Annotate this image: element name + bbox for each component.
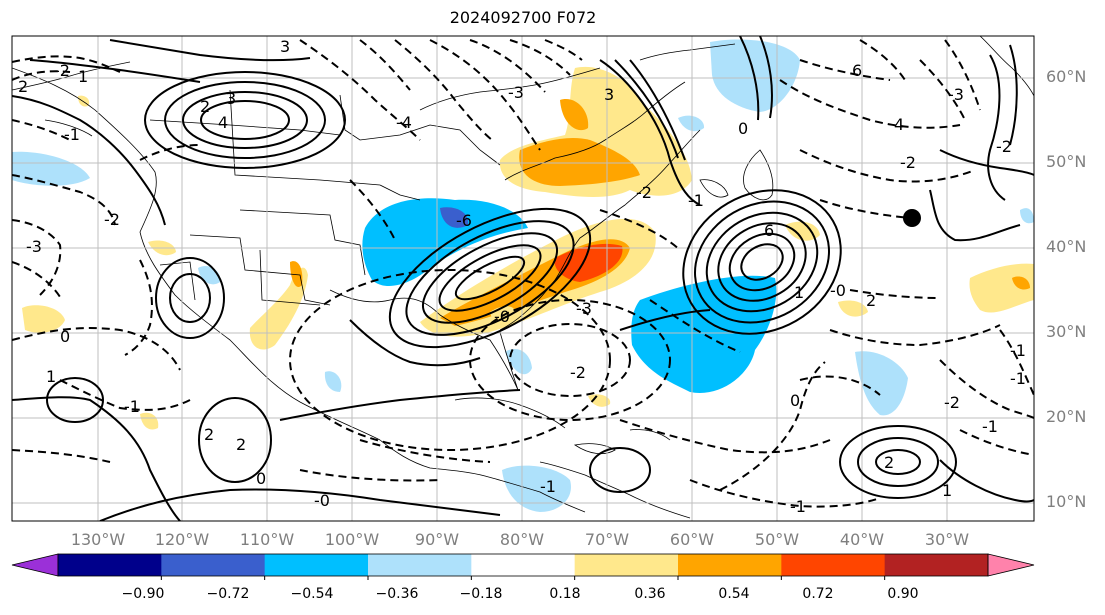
colorbar-tick-label: 0.36 [634, 586, 666, 602]
colorbar-segment [471, 554, 576, 576]
contour-label: 0 [738, 119, 748, 138]
contour-label: 3 [226, 89, 236, 108]
lat-label: 30°N [1046, 322, 1087, 341]
contour-label: 1 [942, 481, 952, 500]
colorbar-segment [574, 554, 679, 576]
contour-label: -1 [540, 477, 556, 496]
lat-label: 20°N [1046, 407, 1087, 426]
contour-label: 6 [764, 221, 774, 240]
contour-label: 3 [604, 85, 614, 104]
contour-label: 0 [790, 391, 800, 410]
colorbar-tick-label: −0.54 [290, 586, 334, 602]
colorbar-max-arrow [987, 553, 1035, 577]
contour-label: -1 [982, 417, 998, 436]
colorbar-segment [161, 554, 266, 576]
contour-label: -0 [830, 281, 846, 300]
contour-label: -3 [576, 299, 592, 318]
location-marker [903, 209, 921, 227]
colorbar-tick-label: 0.72 [802, 586, 834, 602]
contour-label: -2 [570, 363, 586, 382]
contour-label: -1 [1010, 369, 1026, 388]
contour-label: -1 [124, 397, 140, 416]
contour-label: -2 [944, 393, 960, 412]
lon-label: 90°W [414, 530, 460, 549]
colorbar-segment [678, 554, 782, 576]
colorbar-segment [781, 554, 886, 576]
map-field: 1 2 3 4 3 6 -3 0 -2 -1 2 6 4 -4 -2 2 -1 … [12, 36, 1034, 521]
contour-label: -4 [396, 113, 412, 132]
lon-label: 110°W [239, 530, 295, 549]
colorbar-tick-label: 0.54 [718, 586, 750, 602]
colorbar-min-arrow [11, 553, 59, 577]
contour-label: 1 [794, 283, 804, 302]
contour-label: -1 [64, 125, 80, 144]
colorbar-tick-label: −0.90 [121, 586, 165, 602]
lon-label: 30°W [924, 530, 970, 549]
lon-label: 60°W [669, 530, 715, 549]
gridlines [12, 36, 1034, 521]
contour-label: 4 [218, 113, 228, 132]
lon-label: 70°W [584, 530, 630, 549]
contour-label: 4 [894, 115, 904, 134]
lon-label: 100°W [324, 530, 380, 549]
contour-label: 1 [78, 67, 88, 86]
contour-label: 2 [884, 453, 894, 472]
contour-label: -6 [456, 211, 472, 230]
contour-label: -1 [1010, 341, 1026, 360]
contour-labels: 1 2 3 4 3 6 -3 0 -2 -1 2 6 4 -4 -2 2 -1 … [18, 37, 1026, 516]
dashed-contours [12, 39, 1034, 508]
contour-label: 2 [236, 435, 246, 454]
colorbar-tick-label: −0.36 [375, 586, 419, 602]
lat-label: 40°N [1046, 237, 1087, 256]
lon-label: 80°W [499, 530, 545, 549]
colorbar-segment [264, 554, 369, 576]
contour-label: 2 [204, 425, 214, 444]
colorbar [11, 553, 1035, 580]
colorbar-outline [57, 553, 989, 577]
lon-label: 50°W [754, 530, 800, 549]
contour-label: -0 [314, 491, 330, 510]
contour-label: 0 [256, 469, 266, 488]
contour-label: 0 [60, 327, 70, 346]
contour-label: 2 [18, 77, 28, 96]
contour-label: -2 [54, 61, 70, 80]
contour-label: -3 [948, 85, 964, 104]
solid-contours [12, 36, 1034, 521]
contour-label: -3 [26, 237, 42, 256]
colorbar-segment [58, 554, 162, 576]
contour-label: -0 [494, 307, 510, 326]
colorbar-tick-label: −0.18 [459, 586, 503, 602]
contour-label: -1 [688, 191, 704, 210]
contour-label: 6 [852, 61, 862, 80]
contour-label: 1 [46, 367, 56, 386]
colorbar-tick-label: 0.90 [887, 586, 919, 602]
contour-label: 2 [200, 97, 210, 116]
lon-label: 40°W [839, 530, 885, 549]
contour-label: 3 [280, 37, 290, 56]
contour-label: 2 [866, 291, 876, 310]
lat-label: 10°N [1046, 492, 1087, 511]
contour-label: -2 [996, 137, 1012, 156]
contour-label: -2 [636, 183, 652, 202]
colorbar-tick-label: −0.72 [206, 586, 250, 602]
colorbar-segment [884, 554, 989, 576]
contour-label: -2 [900, 153, 916, 172]
contour-label: -3 [508, 83, 524, 102]
lon-label: 120°W [154, 530, 210, 549]
lat-label: 50°N [1046, 152, 1087, 171]
map-title: 2024092700 F072 [449, 8, 597, 27]
contour-label: -1 [790, 497, 806, 516]
map-frame [11, 35, 1035, 522]
lon-label: 130°W [70, 530, 126, 549]
colorbar-tick-label: 0.18 [549, 586, 581, 602]
lat-label: 60°N [1046, 67, 1087, 86]
colorbar-segment [368, 554, 472, 576]
contour-label: -2 [104, 210, 120, 229]
